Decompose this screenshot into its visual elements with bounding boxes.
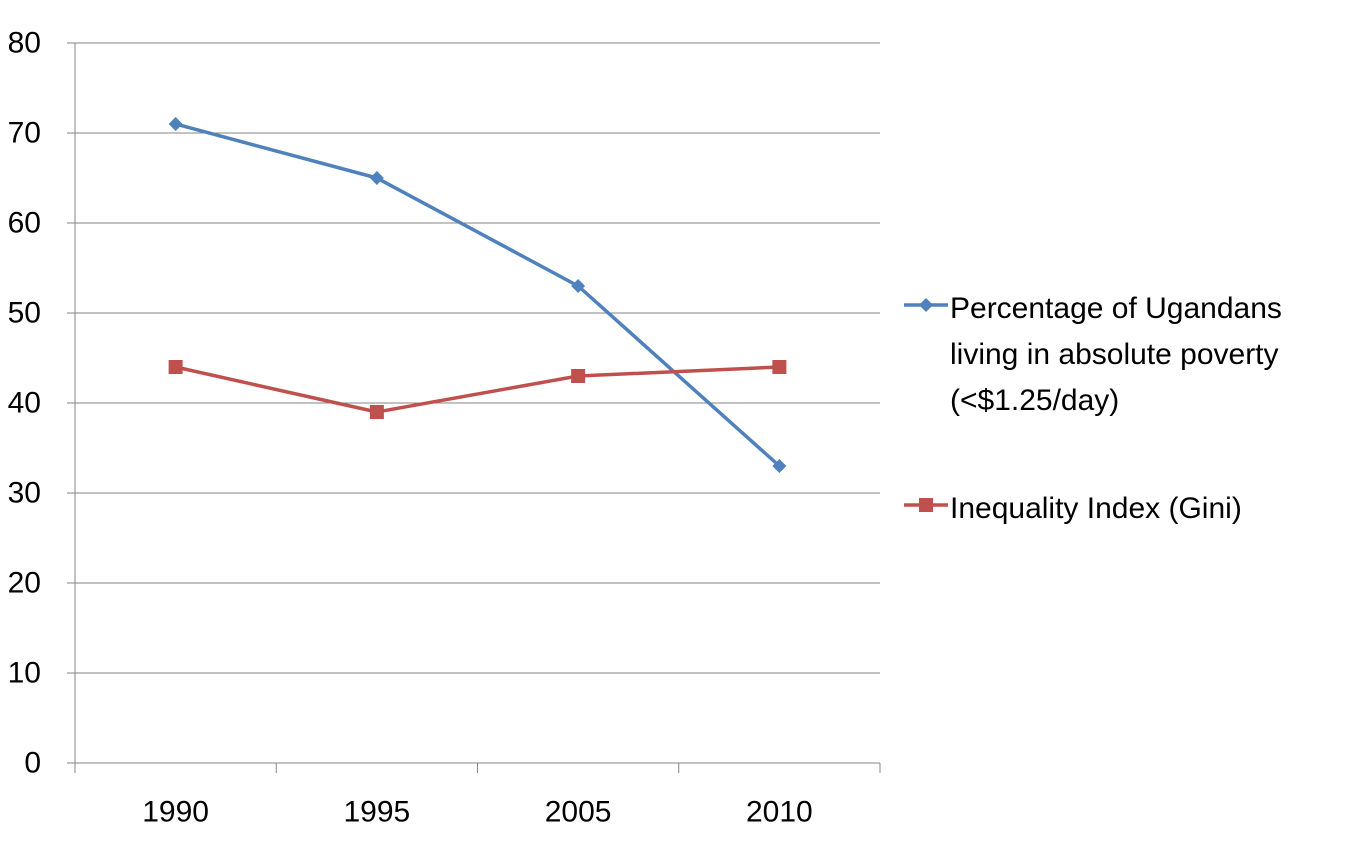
diamond-marker-icon [904,298,948,312]
series [168,117,787,473]
poverty-series-line [175,122,781,468]
gini-series-line [175,365,780,414]
x-tick-label: 2005 [545,796,612,829]
poverty-series-point [571,279,586,293]
y-tick-label: 10 [8,657,41,690]
legend-label: (<$1.25/day) [950,384,1120,417]
legend-item-poverty: Percentage of Ugandans living in absolute… [904,286,1344,424]
y-tick-label: 0 [24,747,41,780]
y-tick-label: 40 [8,387,41,420]
poverty-series-point [772,459,787,473]
axes [74,43,881,773]
gini-series-point [571,369,586,383]
poverty-series-point [168,117,183,131]
y-tick-label: 60 [8,207,41,240]
x-tick-labels: 1990 1995 2005 2010 [142,796,813,829]
gridlines [67,42,880,764]
gini-series-point [369,405,384,419]
x-tick-label: 2010 [746,796,813,829]
y-tick-label: 50 [8,297,41,330]
legend-item-gini: Inequality Index (Gini) [904,486,1344,532]
x-tick-label: 1990 [142,796,209,829]
legend-label: Percentage of Ugandans [950,292,1282,325]
x-tick-label: 1995 [344,796,411,829]
y-tick-label: 70 [8,117,41,150]
legend-marker [919,498,933,512]
gini-series-point [772,360,787,374]
legend: Percentage of Ugandans living in absolute… [904,286,1344,532]
legend-label: living in absolute poverty [950,338,1279,371]
poverty-series-point [369,171,384,185]
legend-label: Inequality Index (Gini) [950,492,1242,525]
y-tick-label: 20 [8,567,41,600]
square-marker-icon [904,498,948,512]
y-tick-label: 30 [8,477,41,510]
y-tick-label: 80 [8,27,41,60]
legend-marker [919,298,933,312]
gini-series-point [168,360,183,374]
y-tick-labels: 0 10 20 30 40 50 60 70 80 [8,27,41,780]
